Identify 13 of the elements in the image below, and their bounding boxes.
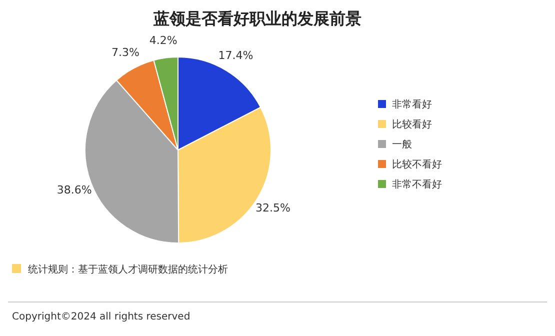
legend-label: 比较不看好 [392,158,442,170]
text: 统计规则：基于蓝领人才调研数据的统计分析 [28,264,228,276]
data-label: 32.5% [256,201,290,214]
data-label: 38.6% [56,183,92,196]
text: Copyright©2024 all rights reserved [12,312,190,322]
legend-label: 比较看好 [392,118,432,130]
data-label: 17.4% [218,49,254,62]
legend-label: 非常不看好 [392,178,442,190]
legend-label: 一般 [392,140,412,150]
data-label: 7.3% [111,46,140,60]
legend-label: 非常看好 [392,98,432,110]
data-label: 4.2% [149,34,178,47]
chart-title: 蓝领是否看好职业的发展前景 [152,9,362,28]
